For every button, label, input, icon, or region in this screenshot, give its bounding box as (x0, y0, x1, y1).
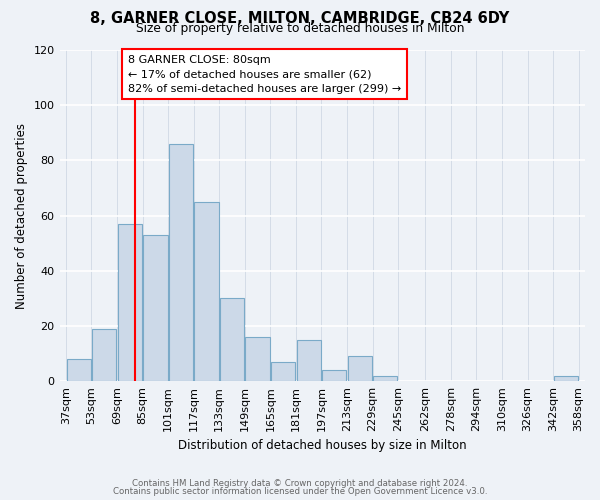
Bar (296, 340, 321, 381)
Bar (322, 370, 346, 381)
Bar (245, 337, 270, 381)
Bar (271, 362, 295, 381)
Y-axis label: Number of detached properties: Number of detached properties (15, 122, 28, 308)
Bar (554, 376, 578, 381)
Text: 8 GARNER CLOSE: 80sqm
← 17% of detached houses are smaller (62)
82% of semi-deta: 8 GARNER CLOSE: 80sqm ← 17% of detached … (128, 55, 401, 94)
Bar (143, 235, 167, 381)
Text: Contains HM Land Registry data © Crown copyright and database right 2024.: Contains HM Land Registry data © Crown c… (132, 480, 468, 488)
Text: 8, GARNER CLOSE, MILTON, CAMBRIDGE, CB24 6DY: 8, GARNER CLOSE, MILTON, CAMBRIDGE, CB24… (91, 11, 509, 26)
Bar (373, 376, 397, 381)
Bar (169, 144, 193, 381)
Bar (92, 328, 116, 381)
Bar (118, 224, 142, 381)
Bar (220, 298, 244, 381)
Text: Contains public sector information licensed under the Open Government Licence v3: Contains public sector information licen… (113, 488, 487, 496)
X-axis label: Distribution of detached houses by size in Milton: Distribution of detached houses by size … (178, 440, 467, 452)
Bar (194, 202, 218, 381)
Text: Size of property relative to detached houses in Milton: Size of property relative to detached ho… (136, 22, 464, 35)
Bar (347, 356, 372, 381)
Bar (67, 359, 91, 381)
